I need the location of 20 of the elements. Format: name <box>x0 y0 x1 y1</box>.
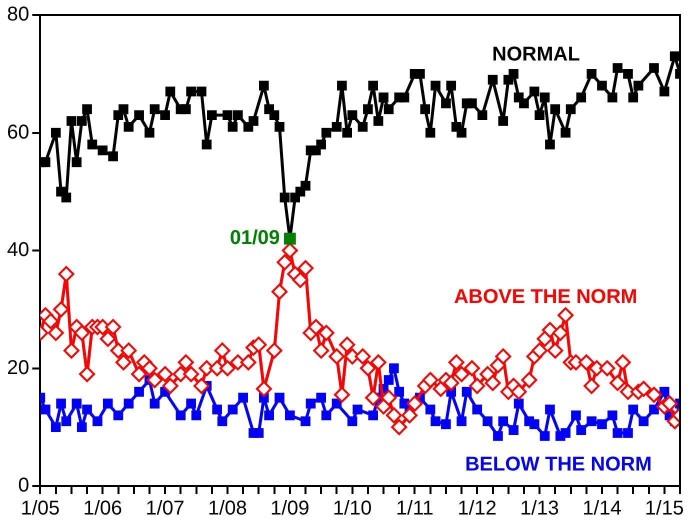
x-tick-label: 1/12 <box>458 498 497 520</box>
x-tick-label: 1/06 <box>83 498 122 520</box>
series-label: BELOW THE NORM <box>465 453 652 476</box>
x-tick-label: 1/15 <box>644 498 684 520</box>
annotation: 01/09 <box>230 227 280 250</box>
y-tick-label: 0 <box>18 474 30 497</box>
y-tick-label: 20 <box>6 356 30 379</box>
y-tick-label: 60 <box>6 121 30 144</box>
y-tick-label: 40 <box>6 239 30 262</box>
x-tick-label: 1/07 <box>146 498 185 520</box>
x-tick-label: 1/09 <box>270 498 310 520</box>
x-tick-label: 1/14 <box>582 498 622 520</box>
x-tick-label: 1/08 <box>208 498 247 520</box>
x-tick-label: 1/10 <box>332 498 372 520</box>
x-tick-label: 1/13 <box>520 498 560 520</box>
series-label: ABOVE THE NORM <box>454 286 638 308</box>
x-tick-label: 1/11 <box>396 498 434 520</box>
y-tick-label: 80 <box>6 4 30 26</box>
series-label: NORMAL <box>492 44 580 66</box>
x-tick-label: 1/05 <box>20 498 60 520</box>
